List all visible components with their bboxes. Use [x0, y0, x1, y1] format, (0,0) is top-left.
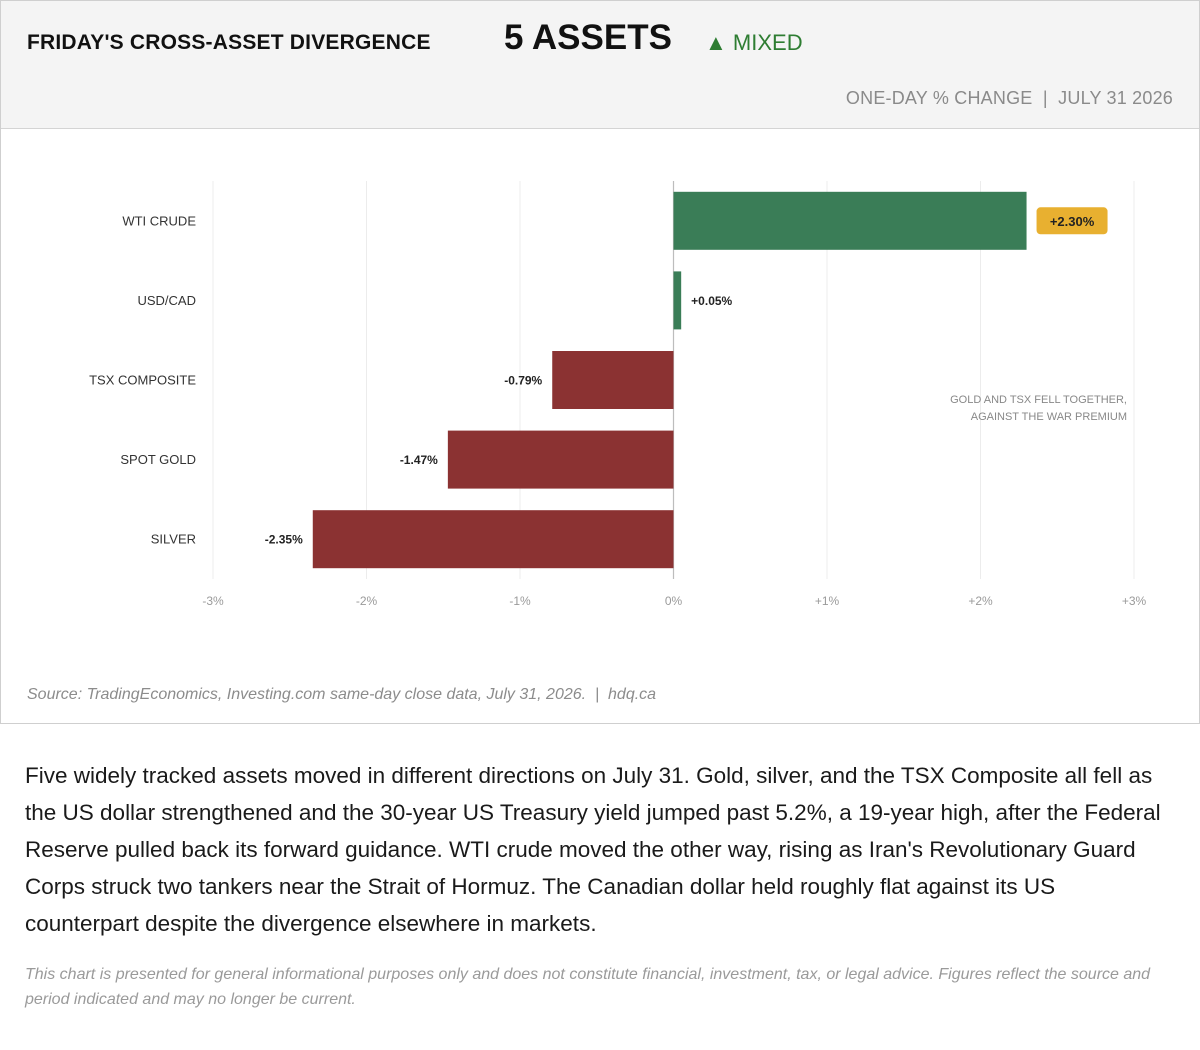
bar-usd-cad — [673, 271, 682, 330]
value-label: +2.30% — [1050, 214, 1095, 229]
source-note: Source: TradingEconomics, Investing.com … — [27, 686, 657, 703]
bar-wti-crude — [673, 191, 1027, 250]
category-label: USD/CAD — [137, 293, 196, 308]
asset-count: 5 ASSETS — [504, 18, 672, 57]
x-tick-label: +1% — [815, 594, 840, 608]
value-label: -2.35% — [265, 533, 303, 547]
chart-title: FRIDAY'S CROSS-ASSET DIVERGENCE — [27, 31, 431, 54]
bar-spot-gold — [447, 430, 674, 489]
bar-tsx-composite — [552, 351, 674, 409]
value-label: -0.79% — [504, 374, 542, 388]
bar-silver — [312, 510, 674, 569]
value-label: -1.47% — [400, 453, 438, 467]
chart-card: FRIDAY'S CROSS-ASSET DIVERGENCE 5 ASSETS… — [0, 0, 1200, 724]
x-tick-label: +2% — [968, 594, 993, 608]
category-label: SILVER — [151, 532, 196, 547]
category-label: WTI CRUDE — [122, 213, 196, 228]
category-label: TSX COMPOSITE — [89, 373, 196, 388]
up-arrow-icon: ▲ — [705, 30, 727, 55]
chart-header: FRIDAY'S CROSS-ASSET DIVERGENCE 5 ASSETS… — [1, 1, 1199, 129]
value-label: +0.05% — [691, 294, 732, 308]
x-tick-label: +3% — [1122, 594, 1147, 608]
category-label: SPOT GOLD — [120, 452, 196, 467]
value-badge — [1036, 207, 1108, 235]
x-tick-label: -1% — [509, 594, 531, 608]
status-label: MIXED — [732, 30, 803, 55]
status-indicator: ▲ MIXED — [705, 30, 803, 56]
x-tick-label: -3% — [202, 594, 224, 608]
chart-subtitle: ONE-DAY % CHANGE | JULY 31 2026 — [845, 88, 1173, 108]
x-tick-label: -2% — [356, 594, 378, 608]
disclaimer: This chart is presented for general info… — [25, 966, 1151, 1008]
chart-annotation: AGAINST THE WAR PREMIUM — [971, 411, 1127, 423]
chart-annotation: GOLD AND TSX FELL TOGETHER, — [950, 394, 1127, 406]
description-paragraph: Five widely tracked assets moved in diff… — [25, 763, 1161, 936]
bar-chart: -3% -2% -1% 0% +1% +2% +3% WTI CRUDE +2.30% USD/C… — [89, 181, 1147, 608]
x-tick-label: 0% — [665, 594, 683, 608]
